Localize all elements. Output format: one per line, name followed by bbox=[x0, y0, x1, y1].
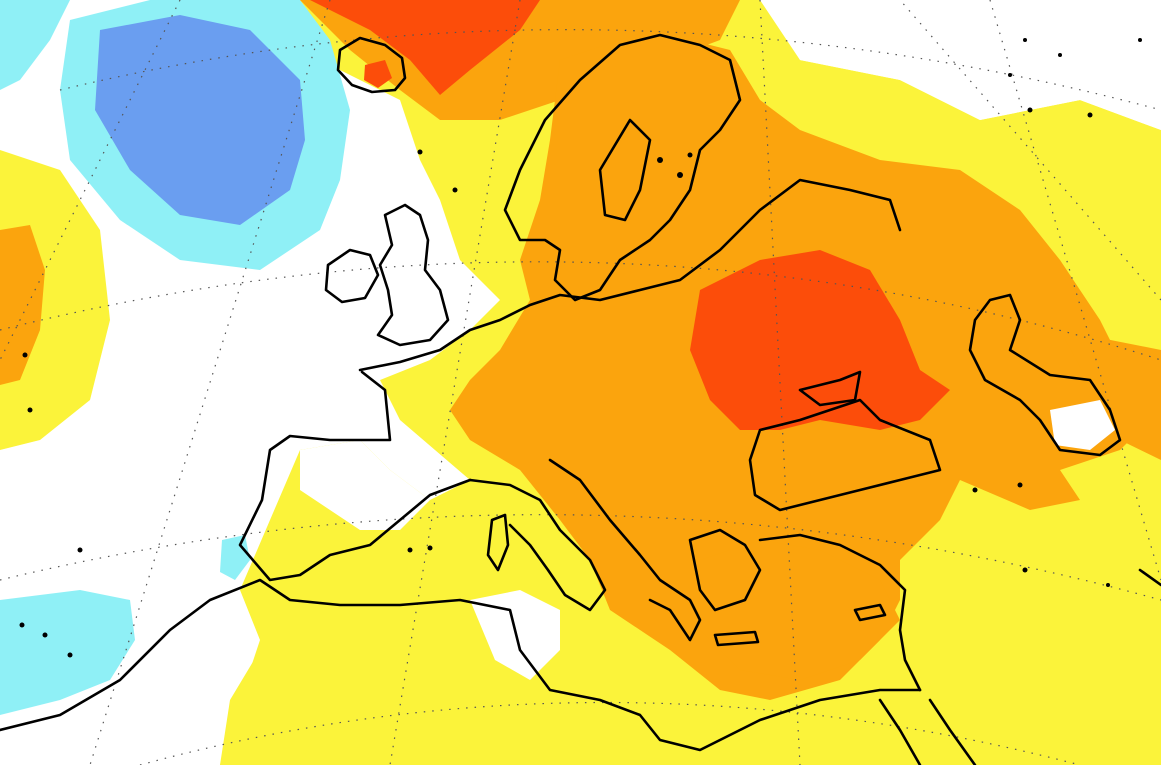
meridian-line bbox=[89, 0, 331, 765]
ireland-coast bbox=[324, 248, 380, 304]
neutral-northeast bbox=[790, 0, 1161, 130]
slight-warm-west-atlantic bbox=[0, 150, 110, 450]
greece-coast bbox=[688, 528, 762, 612]
islands bbox=[19, 38, 1142, 658]
island bbox=[687, 152, 693, 158]
warm-east-margin bbox=[1060, 330, 1161, 460]
neutral-west-med bbox=[300, 440, 430, 530]
strong-warm-greenland bbox=[310, 0, 540, 95]
island bbox=[452, 187, 458, 193]
island bbox=[417, 149, 423, 155]
turkey-levant-coast bbox=[758, 533, 922, 692]
meridian-line bbox=[759, 0, 801, 765]
island bbox=[1027, 107, 1033, 113]
iceland-coast bbox=[336, 36, 407, 94]
east-margin-coast bbox=[1138, 568, 1161, 587]
island bbox=[677, 172, 683, 178]
island bbox=[1017, 482, 1023, 488]
continental-europe-coast bbox=[358, 178, 902, 372]
island bbox=[972, 487, 978, 493]
black-sea-coast bbox=[748, 398, 942, 512]
island bbox=[1138, 38, 1142, 42]
meridian-line bbox=[389, 0, 521, 765]
strong-warm-zones bbox=[310, 0, 950, 430]
balkans-coast bbox=[548, 458, 702, 642]
island bbox=[42, 632, 48, 638]
crete-coast bbox=[713, 630, 760, 647]
latitude-line bbox=[139, 701, 1081, 765]
island bbox=[22, 352, 28, 358]
island bbox=[77, 547, 83, 553]
slight-warm-southwest bbox=[220, 640, 330, 765]
island bbox=[407, 547, 413, 553]
cold-southwest-atlantic bbox=[0, 590, 135, 715]
island bbox=[67, 652, 73, 658]
great-britain-coast bbox=[376, 203, 450, 347]
warm-west-atlantic bbox=[0, 225, 45, 385]
latitude-line bbox=[59, 29, 1161, 111]
cyprus-coast bbox=[853, 603, 887, 622]
island bbox=[1087, 112, 1093, 118]
red-sea-coast-east bbox=[928, 698, 977, 765]
caspian-sea-coast bbox=[968, 293, 1122, 457]
neutral-caspian-area bbox=[1050, 400, 1115, 450]
sardinia-coast bbox=[486, 513, 510, 572]
island bbox=[1022, 567, 1028, 573]
iberia-coast bbox=[238, 370, 472, 582]
neutral-zones bbox=[300, 0, 1161, 680]
island bbox=[1008, 73, 1012, 77]
island bbox=[427, 545, 433, 551]
island bbox=[27, 407, 33, 413]
azov-sea-coast bbox=[798, 370, 862, 407]
strong-warm-ukraine-russia bbox=[690, 250, 950, 430]
warm-aegean-turkey bbox=[700, 540, 900, 680]
strong-warm-iceland-spot bbox=[364, 60, 392, 88]
north-africa-coast bbox=[0, 578, 922, 752]
scandinavia-coast bbox=[503, 33, 742, 302]
island bbox=[1058, 53, 1062, 57]
baltic-coast bbox=[598, 118, 652, 222]
strong-cold-north-atlantic bbox=[95, 15, 305, 225]
island bbox=[657, 157, 663, 163]
coastlines bbox=[0, 33, 1161, 765]
island bbox=[1106, 583, 1110, 587]
red-sea-coast bbox=[878, 698, 922, 765]
island bbox=[19, 622, 25, 628]
italy-coast bbox=[468, 478, 607, 612]
cold-northwest-corner bbox=[0, 0, 70, 90]
island bbox=[1023, 38, 1027, 42]
latitude-line bbox=[0, 261, 1161, 361]
